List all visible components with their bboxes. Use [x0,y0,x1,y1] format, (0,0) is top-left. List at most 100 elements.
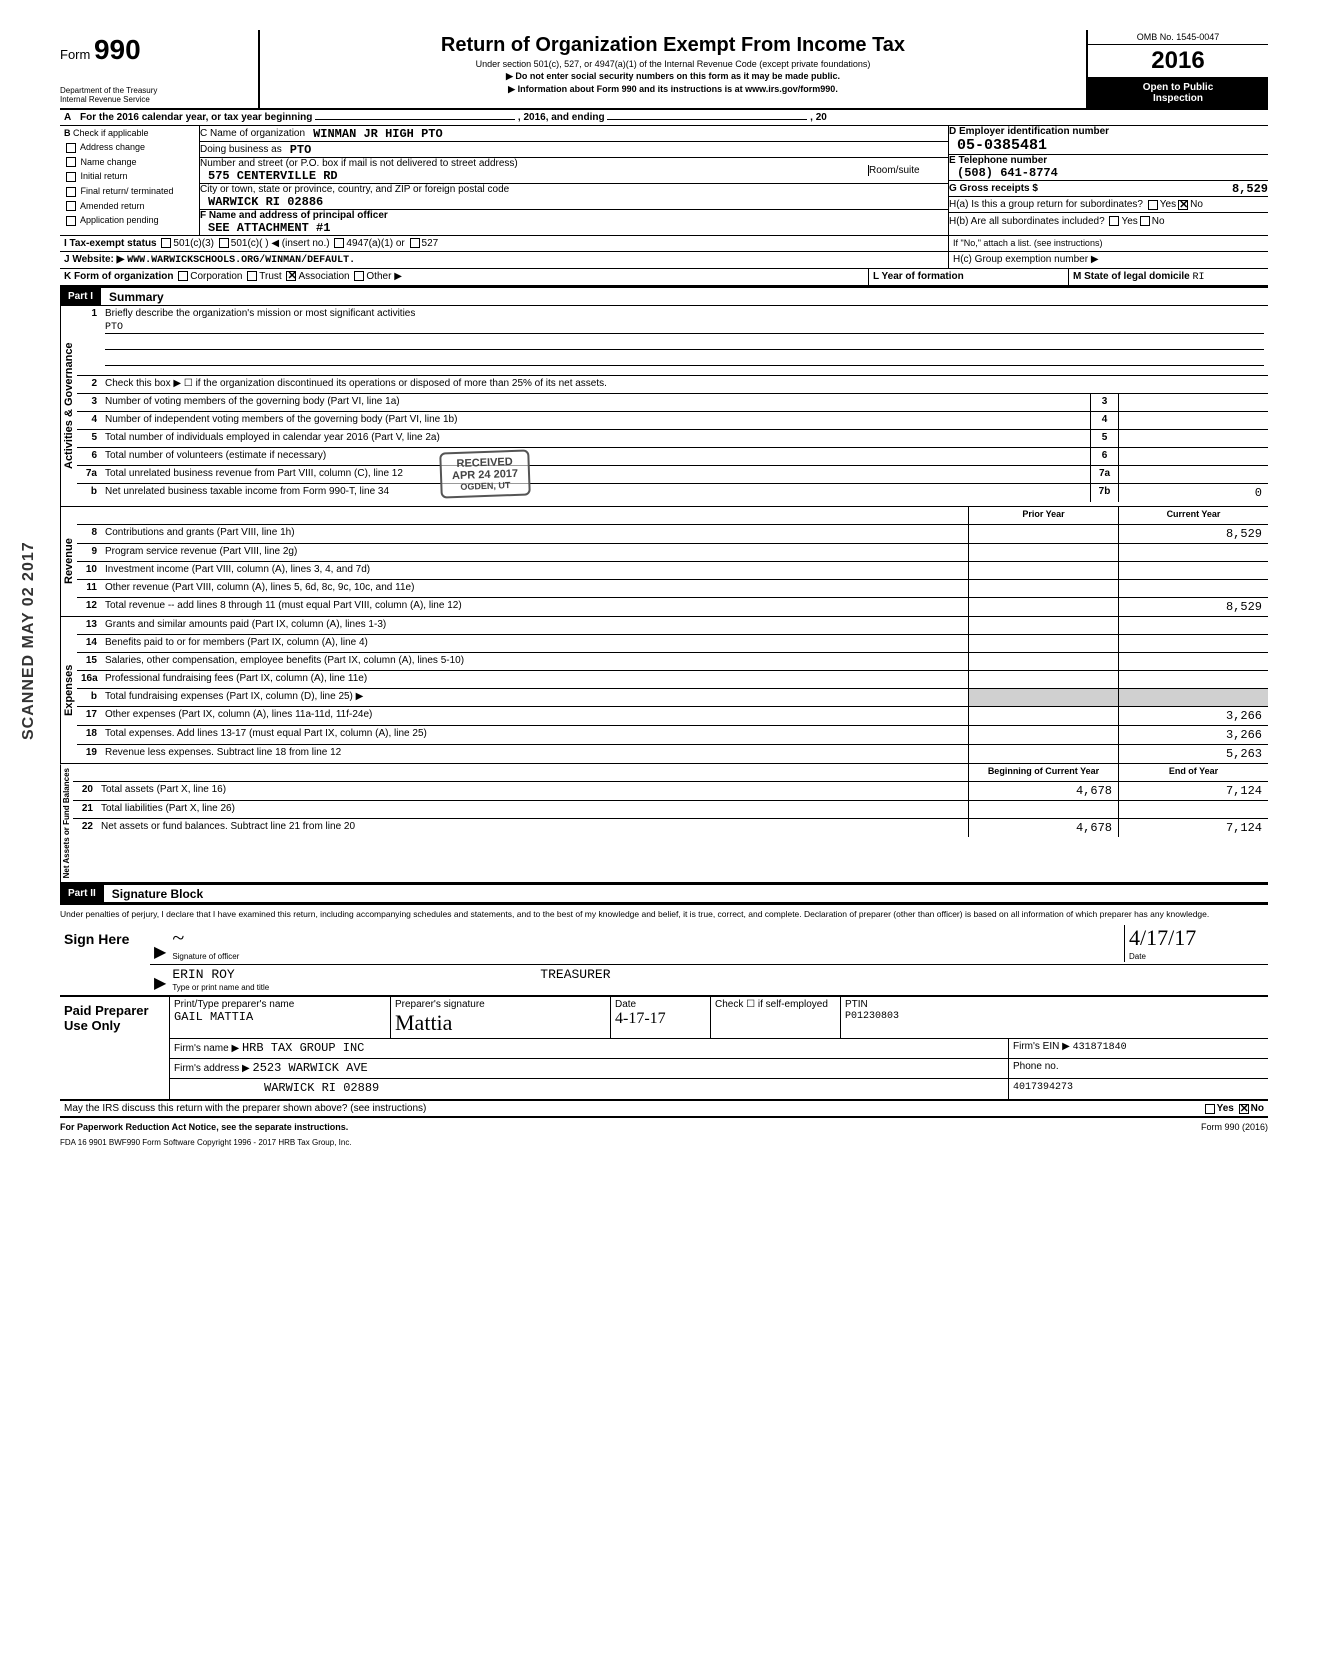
cb-amended[interactable] [66,201,76,211]
cb-name-change[interactable] [66,157,76,167]
opt-501c3: 501(c)(3) [173,238,214,249]
line-22-cy: 7,124 [1118,819,1268,837]
prep-self-emp: Check ☐ if self-employed [715,999,828,1010]
sign-date-value: 4/17/17 [1129,925,1196,950]
preparer-label: Paid Preparer Use Only [60,997,170,1099]
cb-final-return[interactable] [66,187,76,197]
cb-hb-no[interactable] [1140,216,1150,226]
hb-no: No [1152,216,1165,227]
line-10-num: 10 [77,562,101,579]
gross-receipts: 8,529 [1224,182,1268,196]
sign-here-label: Sign Here [60,923,150,995]
sig-officer-label: Signature of officer [172,952,239,961]
line-7b-text: Net unrelated business taxable income fr… [101,484,1090,502]
line-7b-num: b [77,484,101,502]
tax-year: 2016 [1088,45,1268,78]
line-5-box: 5 [1090,430,1118,447]
cb-hb-yes[interactable] [1109,216,1119,226]
line-8-text: Contributions and grants (Part VIII, lin… [101,525,968,543]
cb-address-change[interactable] [66,143,76,153]
box-f-label: F Name and address of principal officer [200,210,388,221]
cb-initial-return[interactable] [66,172,76,182]
line-7b-box: 7b [1090,484,1118,502]
prep-sig-label: Preparer's signature [395,999,485,1010]
line-19-num: 19 [77,745,101,763]
box-hb: H(b) Are all subordinates included? [949,216,1105,227]
line-7a-text: Total unrelated business revenue from Pa… [101,466,1090,483]
cb-discuss-no[interactable] [1239,1104,1249,1114]
website: WWW.WARWICKSCHOOLS.ORG/WINMAN/DEFAULT. [127,255,355,266]
cb-discuss-yes[interactable] [1205,1104,1215,1114]
prep-name-label: Print/Type preparer's name [174,999,294,1010]
line-15-text: Salaries, other compensation, employee b… [101,653,968,670]
line-14-text: Benefits paid to or for members (Part IX… [101,635,968,652]
box-i-label: I Tax-exempt status [64,238,157,249]
line-10-text: Investment income (Part VIII, column (A)… [101,562,968,579]
cb-ha-no[interactable] [1178,200,1188,210]
cb-assoc[interactable] [286,271,296,281]
box-e-label: E Telephone number [949,155,1047,166]
received-stamp: RECEIVED APR 24 2017 OGDEN, UT [439,449,531,498]
line-7a-num: 7a [77,466,101,483]
arrow-icon-2: ▶ [154,973,166,993]
line-3-box: 3 [1090,394,1118,411]
line-3-num: 3 [77,394,101,411]
ha-yes: Yes [1160,199,1176,210]
open-public-2: Inspection [1090,93,1266,104]
line-22-num: 22 [73,819,97,837]
cb-final-return-label: Final return/ terminated [81,186,174,196]
line-16b-text: Total fundraising expenses (Part IX, col… [101,689,968,706]
box-ha: H(a) Is this a group return for subordin… [949,199,1143,210]
section-expenses: Expenses [60,617,77,763]
line-12-cy: 8,529 [1118,598,1268,616]
line-4-box: 4 [1090,412,1118,429]
hb-yes: Yes [1121,216,1137,227]
opt-527: 527 [422,238,439,249]
ein: 05-0385481 [949,137,1047,154]
line-1-text: Briefly describe the organization's miss… [105,308,415,319]
line-13-text: Grants and similar amounts paid (Part IX… [101,617,968,634]
line-2-text: Check this box ▶ ☐ if the organization d… [101,376,1268,393]
line-21-text: Total liabilities (Part X, line 26) [97,801,968,818]
cb-app-pending[interactable] [66,216,76,226]
perjury-statement: Under penalties of perjury, I declare th… [60,903,1268,923]
section-net-assets: Net Assets or Fund Balances [60,764,73,882]
box-g-label: G Gross receipts $ [949,183,1038,194]
line-22-py: 4,678 [968,819,1118,837]
sig-date-label: Date [1129,952,1146,961]
line-11-num: 11 [77,580,101,597]
cb-527[interactable] [410,238,420,248]
header-grid: B Check if applicable Address change Nam… [60,126,1268,236]
officer-name: SEE ATTACHMENT #1 [200,221,330,235]
cb-corp[interactable] [178,271,188,281]
stamp-ogden: OGDEN, UT [452,480,518,492]
cb-501c3[interactable] [161,238,171,248]
cb-4947[interactable] [334,238,344,248]
line-21-num: 21 [73,801,97,818]
line-7b-cy: 0 [1118,484,1268,502]
dept-treasury: Department of the Treasury [60,86,250,95]
box-l-label: L Year of formation [873,271,964,282]
org-dba: PTO [282,143,312,157]
line-11-text: Other revenue (Part VIII, column (A), li… [101,580,968,597]
line-20-num: 20 [73,782,97,800]
box-k-label: K Form of organization [64,271,173,282]
line-17-cy: 3,266 [1118,707,1268,725]
sign-block: Sign Here ▶ ~Signature of officer 4/17/1… [60,923,1268,996]
line-18-cy: 3,266 [1118,726,1268,744]
line-9-num: 9 [77,544,101,561]
line-20-py: 4,678 [968,782,1118,800]
form--subtitle-3: ▶ Information about Form 990 and its ins… [268,84,1078,95]
discuss-no: No [1251,1103,1264,1114]
cb-ha-yes[interactable] [1148,200,1158,210]
line-15-num: 15 [77,653,101,670]
line-14-num: 14 [77,635,101,652]
form-subtitle-2: ▶ Do not enter social security numbers o… [268,71,1078,82]
opt-assoc: Association [298,271,349,282]
dept-irs: Internal Revenue Service [60,95,250,104]
cb-501c[interactable] [219,238,229,248]
cb-trust[interactable] [247,271,257,281]
cb-other[interactable] [354,271,364,281]
ha-no: No [1190,199,1203,210]
firm-address-2: WARWICK RI 02889 [174,1081,379,1095]
